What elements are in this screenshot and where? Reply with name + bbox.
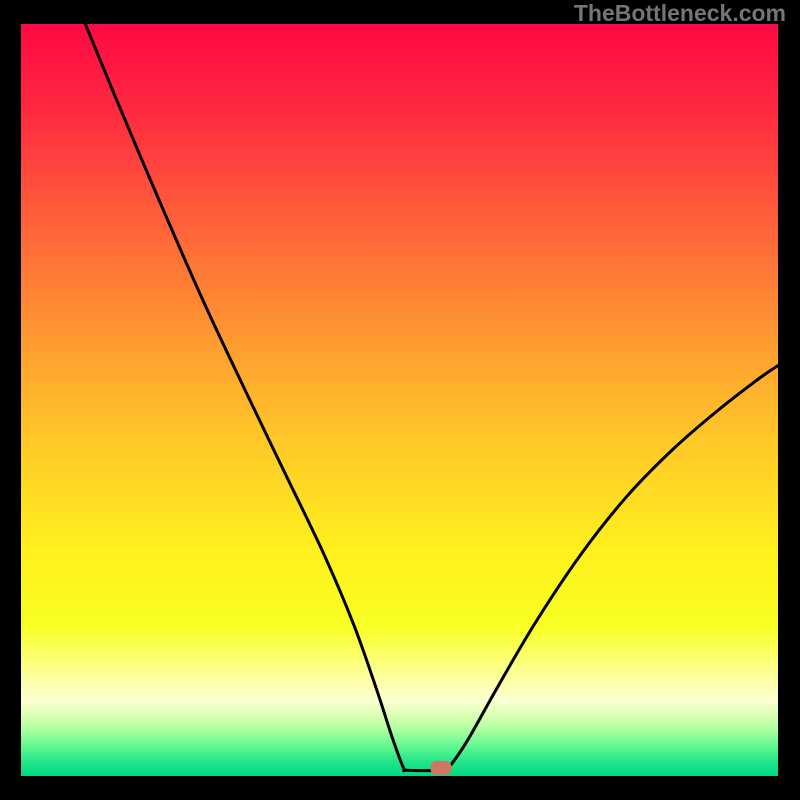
optimum-marker [431,761,452,775]
plot-area [21,24,778,776]
bottleneck-curve [21,24,778,776]
curve-path [85,24,778,771]
chart-viewport: TheBottleneck.com [0,0,800,800]
watermark-text: TheBottleneck.com [574,2,786,25]
